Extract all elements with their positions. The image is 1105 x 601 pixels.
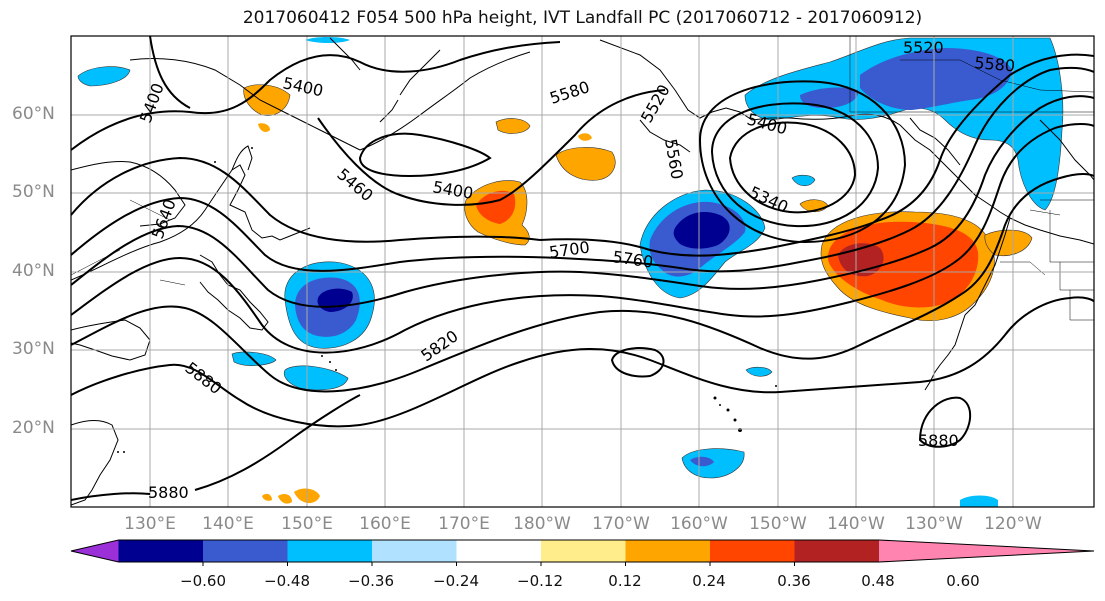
colorbar-extend-min [71,540,119,562]
colorbar-tick-label: −0.12 [517,572,563,590]
colorbar-tick-label: 0.12 [608,572,642,590]
lon-label: 130°W [905,514,963,534]
lon-label: 150°E [281,514,333,534]
contour-label: 5520 [903,38,944,57]
colorbar-segment [710,540,795,562]
contour-label: 5880 [148,483,189,502]
colorbar-segment [541,540,626,562]
lon-label: 150°W [749,514,807,534]
colorbar-tick-label: −0.48 [264,572,310,590]
colorbar-segment [372,540,457,562]
colorbar-tick-label: −0.60 [180,572,226,590]
colorbar-segments [70,539,1095,563]
lat-label: 40°N [12,261,55,281]
lon-label: 120°W [984,514,1042,534]
colorbar-tick-label: 0.60 [946,572,980,590]
colorbar-tick-label: 0.36 [777,572,811,590]
colorbar-tick-label: 0.24 [692,572,726,590]
colorbar-segment [794,540,880,562]
lon-label: 130°E [124,514,176,534]
lat-label: 60°N [12,104,55,124]
contour-label: 5580 [974,53,1016,75]
colorbar-segment [456,540,542,562]
colorbar-segment [118,540,204,562]
colorbar-outline [70,539,1095,563]
colorbar-segment [203,540,288,562]
lon-label: 140°W [827,514,885,534]
colorbar-segment [625,540,711,562]
colorbar-tick-label: −0.24 [433,572,479,590]
lon-label: 160°E [359,514,411,534]
lon-label: 140°E [202,514,254,534]
contour-label: 5880 [918,431,959,450]
lon-label: 160°W [670,514,728,534]
lon-label: 170°E [438,514,490,534]
colorbar-ticks [202,562,795,566]
colorbar-extend-max [879,540,1094,562]
map-frame [70,35,1095,508]
lon-label: 180°W [513,514,571,534]
colorbar-segment [287,540,373,562]
colorbar-tick-label: 0.48 [861,572,895,590]
lon-label: 170°W [592,514,650,534]
chart-title: 2017060412 F054 500 hPa height, IVT Land… [242,8,923,28]
colorbar-tick-label: −0.36 [348,572,394,590]
lat-label: 20°N [12,418,55,438]
lat-label: 30°N [12,339,55,359]
height-contours [71,36,1094,501]
lat-label: 50°N [12,182,55,202]
